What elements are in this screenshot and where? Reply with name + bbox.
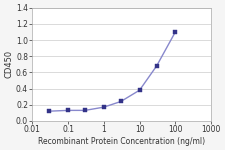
X-axis label: Recombinant Protein Concentration (ng/ml): Recombinant Protein Concentration (ng/ml…	[38, 137, 205, 146]
Y-axis label: CD450: CD450	[4, 50, 13, 78]
